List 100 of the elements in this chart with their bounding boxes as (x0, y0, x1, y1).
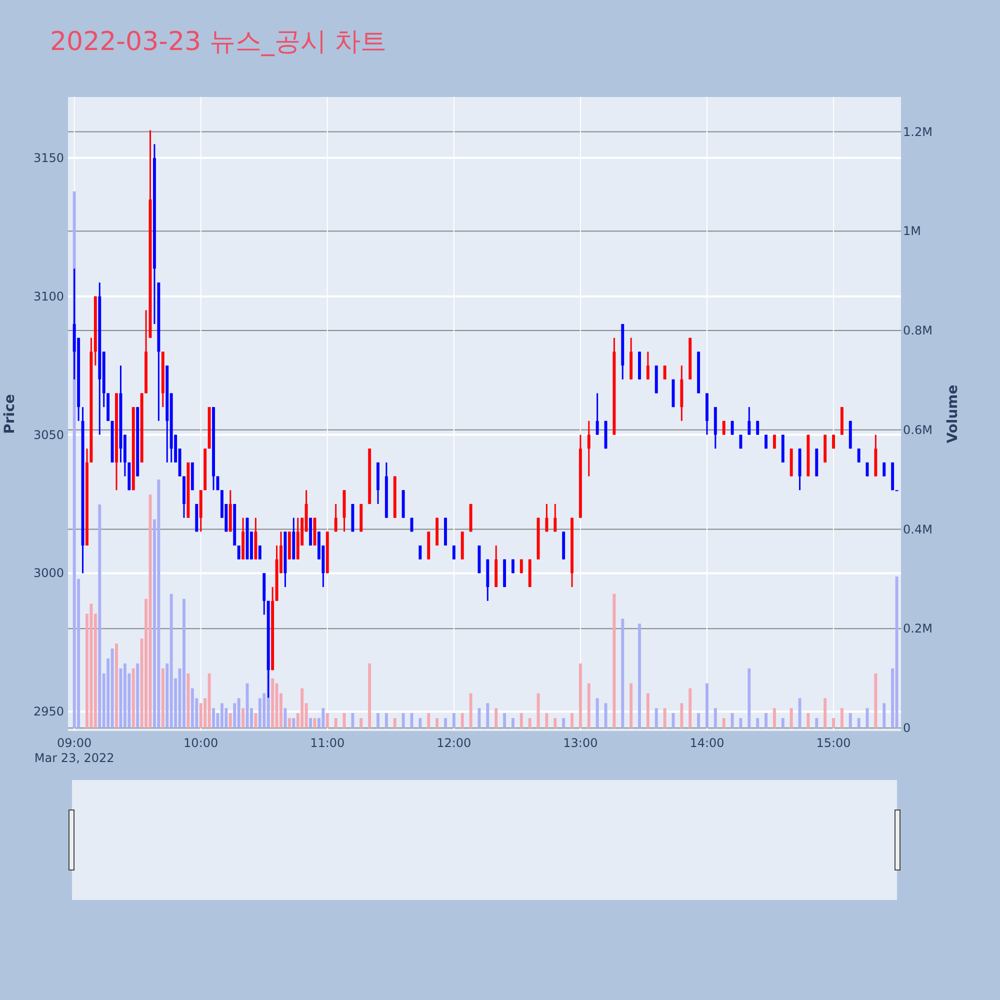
x-tick-label: 13:00 (563, 736, 598, 750)
bar (157, 480, 160, 728)
bar (511, 718, 514, 728)
bar (351, 713, 354, 728)
bar (212, 708, 215, 728)
bar (115, 644, 118, 728)
x-tick-label: 11:00 (310, 736, 345, 750)
bar (292, 718, 296, 728)
candlestick (748, 406, 751, 436)
bar (680, 703, 684, 728)
bar (309, 718, 312, 728)
bar (368, 663, 372, 728)
bar (756, 718, 760, 728)
x-tick-label: 12:00 (436, 736, 472, 750)
bar (161, 668, 164, 728)
bar (772, 708, 776, 728)
bar (748, 668, 751, 728)
y2-tick-label: 0.4M (903, 522, 932, 536)
bar (237, 698, 240, 728)
candlestick (258, 544, 262, 560)
bar (288, 718, 291, 728)
bar (132, 668, 135, 728)
bar (208, 673, 211, 728)
bar (528, 718, 532, 728)
bar (376, 713, 380, 728)
candlestick (452, 544, 456, 560)
bar (469, 693, 472, 728)
chart-title: 2022-03-23 뉴스_공시 차트 (50, 27, 387, 57)
bar (123, 663, 126, 728)
bar (545, 713, 548, 728)
candlestick (418, 544, 422, 560)
bar (570, 713, 574, 728)
bar (790, 708, 793, 728)
y2-tick-label: 0.2M (903, 622, 932, 636)
bar (697, 713, 700, 728)
bar (857, 718, 860, 728)
bar (874, 673, 878, 728)
bar (326, 713, 329, 728)
bar (688, 688, 692, 728)
bar (562, 718, 566, 728)
bar (824, 698, 827, 728)
bar (418, 718, 422, 728)
x-tick-label: 15:00 (816, 736, 851, 750)
bar (621, 618, 624, 728)
y2-tick-label: 1M (903, 224, 921, 238)
bar (612, 594, 616, 728)
candlestick (596, 392, 599, 436)
bar (444, 718, 447, 728)
bar (520, 713, 523, 728)
bar (798, 698, 802, 728)
candlestick (730, 420, 734, 436)
y2-tick-label: 0 (903, 721, 911, 736)
y-tick-label: 3050 (33, 428, 64, 442)
bar (654, 708, 658, 728)
bar (402, 713, 405, 728)
bar (840, 708, 844, 728)
bar (882, 703, 886, 728)
bar (186, 673, 190, 728)
bar (90, 604, 93, 728)
y-tick-label: 3100 (33, 289, 64, 304)
bar (242, 708, 245, 728)
bar (254, 713, 258, 728)
y-tick-label: 2950 (33, 704, 64, 719)
bar (436, 718, 439, 728)
candlestick (545, 503, 548, 532)
candlestick (756, 420, 760, 436)
bar (578, 663, 582, 728)
bar (638, 624, 641, 728)
bar (427, 713, 430, 728)
bar (190, 688, 194, 728)
bar (730, 713, 734, 728)
bar (486, 703, 490, 728)
bar (220, 703, 224, 728)
x-tick-label: 14:00 (690, 736, 724, 750)
bar (360, 718, 363, 728)
bar (587, 683, 590, 728)
y-tick-label: 3000 (33, 566, 64, 580)
bar (646, 693, 650, 728)
bar (764, 713, 768, 728)
bar (536, 693, 540, 728)
candlestick (857, 448, 860, 464)
bar (714, 708, 717, 728)
bar (110, 648, 114, 728)
bar (663, 708, 666, 728)
bar (630, 683, 633, 728)
bar (895, 576, 898, 728)
bar (815, 718, 818, 728)
y2-axis-title: Volume (945, 384, 961, 444)
bar (806, 713, 810, 728)
bar (494, 708, 498, 728)
bar (848, 713, 852, 728)
bar (452, 713, 456, 728)
candlestick (646, 350, 650, 380)
y2-tick-label: 1.2M (903, 124, 932, 139)
bar (182, 598, 186, 728)
bar (706, 683, 708, 728)
y-tick-label: 3150 (33, 150, 64, 165)
candlestick (722, 420, 726, 436)
y2-tick-label: 0.6M (903, 422, 932, 437)
candlestick (587, 420, 590, 478)
